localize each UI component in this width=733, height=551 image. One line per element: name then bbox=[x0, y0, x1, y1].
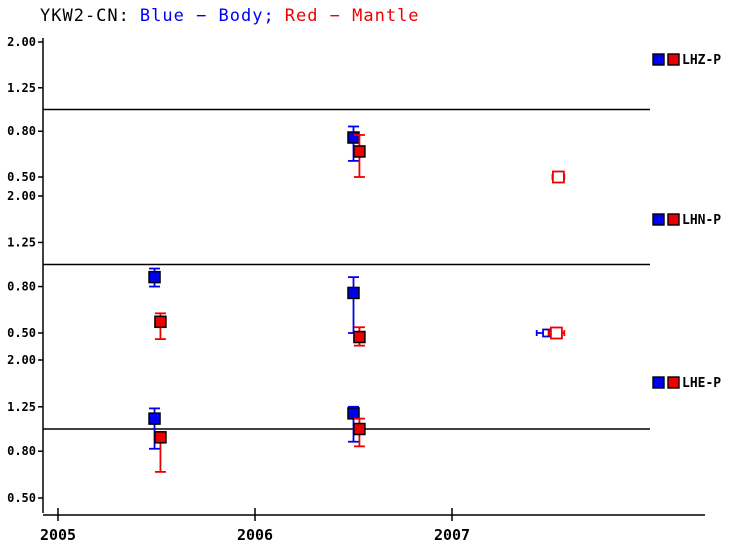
y-axis-tick-label: 2.00 bbox=[7, 353, 36, 367]
x-axis-tick-label: 2005 bbox=[40, 526, 76, 544]
y-axis-tick-label: 0.50 bbox=[7, 326, 36, 340]
data-point-red bbox=[154, 315, 167, 329]
legend-label: LHE-P bbox=[682, 376, 721, 391]
chart-title: YKW2-CN: Blue − Body; Red − Mantle bbox=[40, 6, 420, 26]
legend-body-label: Blue − Body; bbox=[139, 6, 275, 26]
y-axis-tick-label: 1.25 bbox=[7, 235, 36, 249]
data-point-red bbox=[353, 422, 366, 436]
data-point-open-red bbox=[551, 170, 565, 184]
y-axis-tick-label: 0.50 bbox=[7, 491, 36, 505]
legend-label: LHN-P bbox=[682, 213, 721, 228]
legend-red-swatch bbox=[667, 53, 680, 66]
data-point-red bbox=[353, 145, 366, 158]
legend-blue-swatch bbox=[652, 376, 665, 389]
data-point-open-red bbox=[550, 326, 563, 340]
y-axis-tick-label: 0.80 bbox=[7, 124, 36, 138]
station-label: YKW2-CN: bbox=[40, 6, 130, 26]
legend-label: LHZ-P bbox=[682, 53, 721, 68]
y-axis-tick-label: 0.80 bbox=[7, 280, 36, 294]
y-axis-tick-label: 1.25 bbox=[7, 400, 36, 414]
data-point-blue bbox=[148, 412, 161, 425]
y-axis-tick-label: 0.50 bbox=[7, 170, 36, 184]
y-axis-tick-label: 2.00 bbox=[7, 35, 36, 49]
y-axis-tick-label: 0.80 bbox=[7, 444, 36, 458]
data-point-blue bbox=[347, 286, 360, 300]
legend-mantle-label: Red − Mantle bbox=[284, 6, 420, 26]
data-point-red bbox=[353, 330, 366, 344]
legend-blue-swatch bbox=[652, 213, 665, 226]
data-point-red bbox=[154, 431, 167, 444]
data-point-blue bbox=[347, 131, 360, 144]
data-point-blue bbox=[347, 407, 360, 420]
x-axis-tick-label: 2006 bbox=[237, 526, 273, 544]
y-axis-tick-label: 2.00 bbox=[7, 189, 36, 203]
data-point-blue bbox=[148, 270, 161, 284]
y-axis-tick-label: 1.25 bbox=[7, 81, 36, 95]
x-axis-tick-label: 2007 bbox=[434, 526, 470, 544]
legend-red-swatch bbox=[667, 213, 680, 226]
legend-blue-swatch bbox=[652, 53, 665, 66]
legend-red-swatch bbox=[667, 376, 680, 389]
